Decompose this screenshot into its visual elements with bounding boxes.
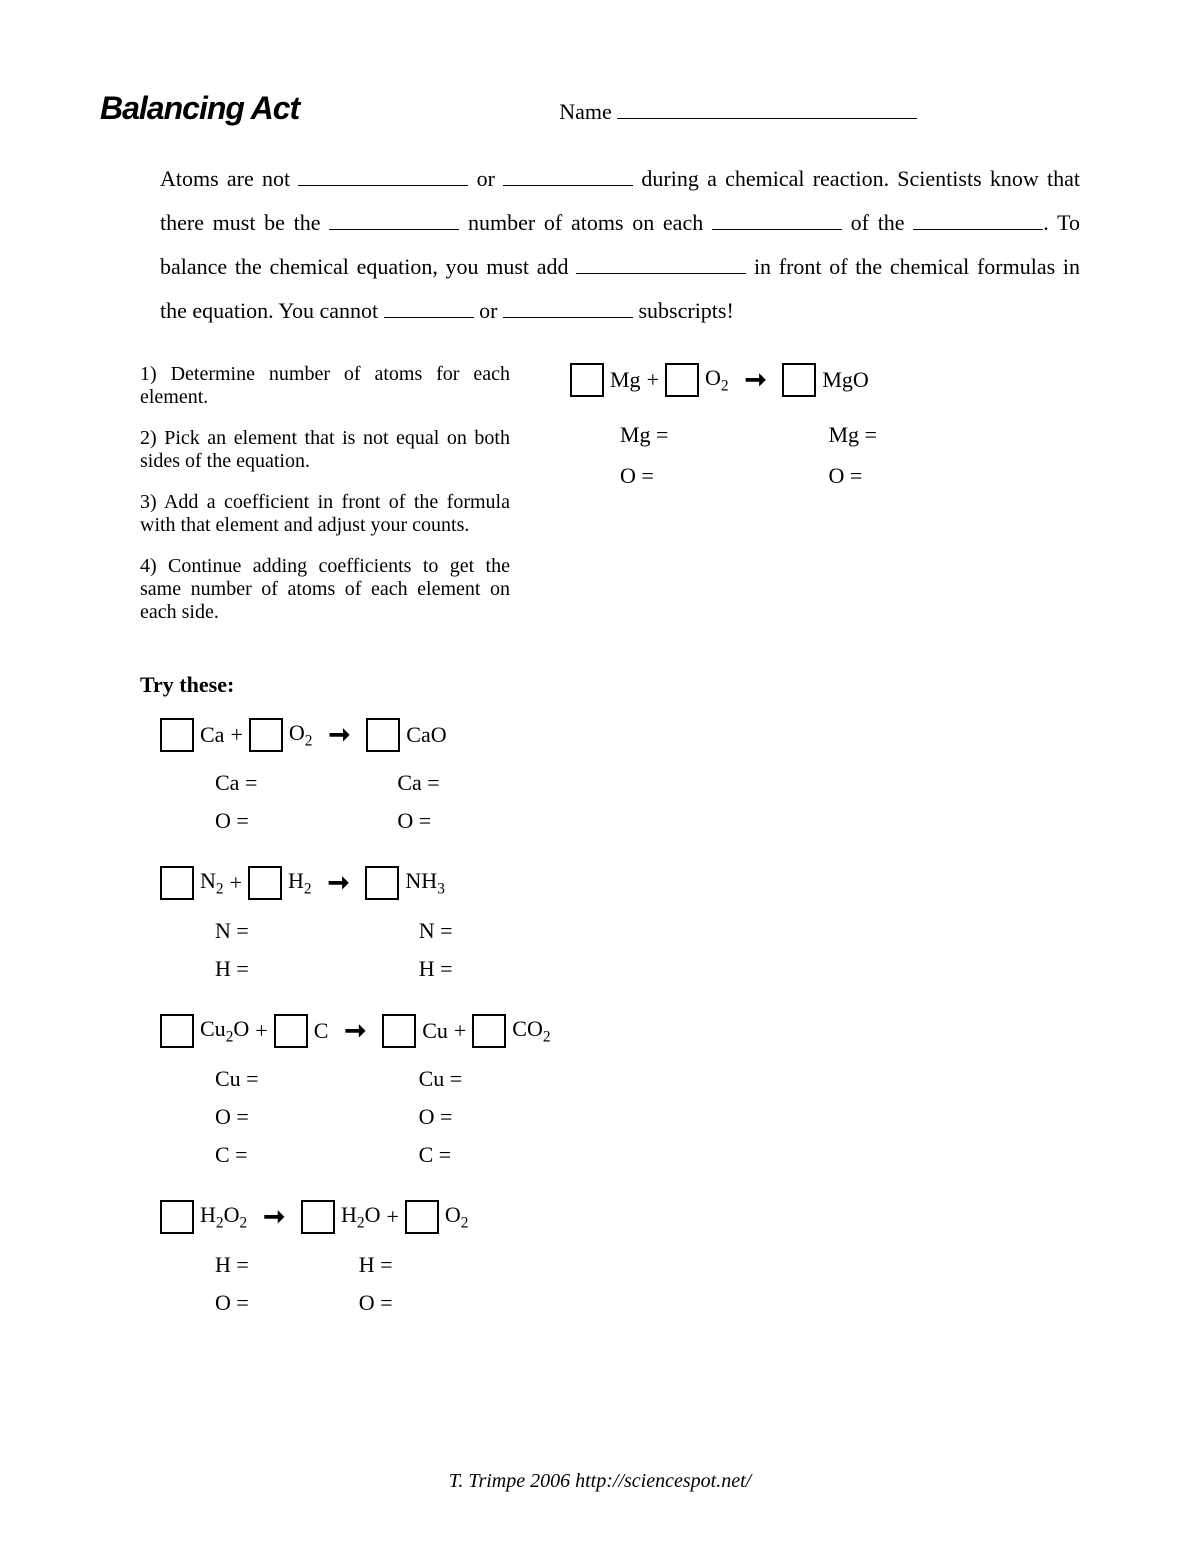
- formula-text: N2: [200, 868, 224, 898]
- atom-counts: H =O = H =O =: [215, 1252, 1100, 1328]
- arrow-icon: ➞: [344, 1016, 366, 1046]
- problem: Ca + O2 ➞ CaO Ca =O = Ca =O =: [160, 718, 1100, 846]
- formula-text: C: [314, 1018, 329, 1044]
- atom-counts: Mg = O = Mg = O =: [620, 422, 1080, 504]
- coefficient-box[interactable]: [249, 718, 283, 752]
- formula-text: NH3: [405, 868, 444, 898]
- example-equation: Mg + O2 ➞ MgO Mg = O = Mg = O =: [510, 363, 1080, 642]
- coefficient-box[interactable]: [366, 718, 400, 752]
- left-counts: H =O =: [215, 1252, 249, 1328]
- formula-text: H2O2: [200, 1202, 247, 1232]
- steps-and-example: 1) Determine number of atoms for each el…: [140, 363, 1080, 642]
- coefficient-box[interactable]: [665, 363, 699, 397]
- formula-text: H2: [288, 868, 312, 898]
- coefficient-box[interactable]: [160, 866, 194, 900]
- formula-text: +: [255, 1018, 267, 1044]
- blank[interactable]: [384, 295, 474, 318]
- right-counts: N =H =: [419, 918, 453, 994]
- left-counts: Mg = O =: [620, 422, 668, 504]
- atom-counts: Ca =O = Ca =O =: [215, 770, 1100, 846]
- formula-text: O2: [445, 1202, 469, 1232]
- name-blank[interactable]: [617, 118, 917, 119]
- formula-text: O2: [289, 720, 313, 750]
- problems-list: Ca + O2 ➞ CaO Ca =O = Ca =O = N2 + H2 ➞ NH3 N =H…: [160, 718, 1100, 1328]
- arrow-icon: ➞: [328, 720, 350, 750]
- equation-line: Ca + O2 ➞ CaO: [160, 718, 1100, 752]
- formula-text: +: [230, 722, 242, 748]
- blank[interactable]: [329, 207, 459, 230]
- intro-paragraph: Atoms are not or during a chemical react…: [160, 157, 1080, 333]
- atom-counts: N =H = N =H =: [215, 918, 1100, 994]
- step-3: 3) Add a coefficient in front of the for…: [140, 491, 510, 537]
- formula-text: +: [454, 1018, 466, 1044]
- left-counts: N =H =: [215, 918, 249, 994]
- formula-text: Cu2O: [200, 1016, 249, 1046]
- arrow-icon: ➞: [263, 1202, 285, 1232]
- arrow-icon: ➞: [745, 365, 767, 395]
- equation-line: Cu2O + C ➞ Cu + CO2: [160, 1014, 1100, 1048]
- coefficient-box[interactable]: [782, 363, 816, 397]
- arrow-icon: ➞: [328, 868, 350, 898]
- coefficient-box[interactable]: [301, 1200, 335, 1234]
- step-2: 2) Pick an element that is not equal on …: [140, 427, 510, 473]
- formula-text: CO2: [512, 1016, 550, 1046]
- blank[interactable]: [576, 251, 746, 274]
- step-4: 4) Continue adding coefficients to get t…: [140, 555, 510, 624]
- coefficient-box[interactable]: [160, 718, 194, 752]
- step-1: 1) Determine number of atoms for each el…: [140, 363, 510, 409]
- worksheet-page: Balancing Act Name Atoms are not or duri…: [0, 0, 1200, 1553]
- right-counts: H =O =: [359, 1252, 393, 1328]
- atom-counts: Cu =O =C = Cu =O =C =: [215, 1066, 1100, 1180]
- formula-text: Ca: [200, 722, 224, 748]
- right-counts: Ca =O =: [397, 770, 439, 846]
- formula-text: +: [230, 870, 242, 896]
- formula-text: Cu: [422, 1018, 448, 1044]
- left-counts: Ca =O =: [215, 770, 257, 846]
- blank[interactable]: [298, 163, 468, 186]
- formula-text: CaO: [406, 722, 446, 748]
- coefficient-box[interactable]: [405, 1200, 439, 1234]
- coefficient-box[interactable]: [365, 866, 399, 900]
- blank[interactable]: [913, 207, 1043, 230]
- page-title: Balancing Act: [100, 90, 299, 127]
- header-row: Balancing Act Name: [100, 90, 1100, 127]
- problem: Cu2O + C ➞ Cu + CO2 Cu =O =C = Cu =O =C =: [160, 1014, 1100, 1180]
- coefficient-box[interactable]: [472, 1014, 506, 1048]
- blank[interactable]: [503, 163, 633, 186]
- coefficient-box[interactable]: [248, 866, 282, 900]
- formula-text: H2O: [341, 1202, 380, 1232]
- blank[interactable]: [712, 207, 842, 230]
- coefficient-box[interactable]: [274, 1014, 308, 1048]
- right-counts: Mg = O =: [828, 422, 876, 504]
- try-heading: Try these:: [140, 672, 1100, 698]
- formula-text: +: [386, 1204, 398, 1230]
- name-label: Name: [559, 99, 917, 125]
- steps-list: 1) Determine number of atoms for each el…: [140, 363, 510, 642]
- coefficient-box[interactable]: [570, 363, 604, 397]
- coefficient-box[interactable]: [382, 1014, 416, 1048]
- right-counts: Cu =O =C =: [419, 1066, 463, 1180]
- problem: H2O2 ➞ H2O + O2 H =O = H =O =: [160, 1200, 1100, 1328]
- footer-credit: T. Trimpe 2006 http://sciencespot.net/: [0, 1470, 1200, 1493]
- equation-line: Mg + O2 ➞ MgO: [570, 363, 1080, 397]
- equation-line: N2 + H2 ➞ NH3: [160, 866, 1100, 900]
- blank[interactable]: [503, 295, 633, 318]
- coefficient-box[interactable]: [160, 1200, 194, 1234]
- problem: N2 + H2 ➞ NH3 N =H = N =H =: [160, 866, 1100, 994]
- left-counts: Cu =O =C =: [215, 1066, 259, 1180]
- equation-line: H2O2 ➞ H2O + O2: [160, 1200, 1100, 1234]
- coefficient-box[interactable]: [160, 1014, 194, 1048]
